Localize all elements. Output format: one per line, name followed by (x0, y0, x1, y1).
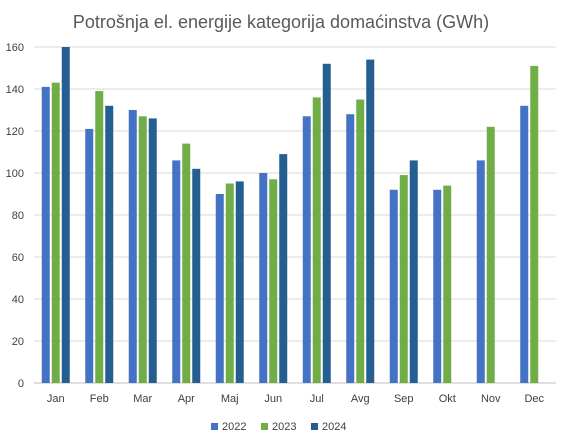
bar-2023-dec (530, 65, 539, 384)
bar-2023-feb (95, 91, 104, 383)
legend: 2022 2023 2024 (211, 421, 346, 433)
bar-2022-jul (302, 116, 311, 384)
bar-2024-sep (409, 160, 418, 383)
bar-2022-dec (520, 105, 529, 384)
bar-2024-feb (105, 105, 114, 384)
x-tick-label: Sep (394, 393, 414, 405)
legend-swatch-2024 (311, 423, 318, 430)
bar-2023-nov (486, 126, 495, 384)
y-tick-label: 120 (6, 126, 24, 138)
legend-swatch-2023 (261, 423, 268, 430)
bar-2023-avg (356, 99, 365, 383)
bar-2024-avg (366, 59, 375, 383)
x-tick-label: Mar (133, 393, 152, 405)
bar-2022-jun (259, 173, 268, 383)
bar-2024-apr (192, 168, 201, 383)
y-tick-label: 0 (18, 378, 24, 390)
bar-2024-mar (148, 118, 157, 384)
y-tick-label: 160 (6, 42, 24, 54)
x-tick-label: Jan (47, 393, 65, 405)
y-tick-label: 20 (12, 336, 24, 348)
bar-2022-apr (172, 160, 181, 383)
x-tick-label: Nov (481, 393, 501, 405)
bar-2022-avg (346, 114, 355, 383)
legend-label-2023: 2023 (272, 421, 296, 433)
y-tick-label: 40 (12, 294, 24, 306)
y-tick-label: 140 (6, 84, 24, 96)
y-tick-label: 60 (12, 252, 24, 264)
legend-label-2024: 2024 (322, 421, 346, 433)
bar-2024-jun (279, 154, 288, 383)
y-tick-label: 80 (12, 210, 24, 222)
bar-2023-jun (269, 179, 278, 383)
x-tick-label: Jun (264, 393, 282, 405)
bar-2023-mar (138, 116, 147, 384)
bar-2024-maj (235, 181, 244, 383)
bar-2023-jan (51, 82, 60, 383)
bar-2023-okt (443, 185, 452, 383)
y-axis-tick-labels: 0 20 40 60 80 100 120 140 160 (6, 42, 24, 390)
bar-2022-maj (215, 194, 224, 383)
x-tick-label: Okt (439, 393, 456, 405)
bar-2022-feb (85, 128, 94, 383)
legend-swatch-2022 (211, 423, 218, 430)
x-tick-label: Avg (351, 393, 370, 405)
bar-2022-nov (476, 160, 485, 383)
bar-2023-apr (182, 143, 191, 383)
bar-2024-jan (61, 47, 70, 383)
bar-2023-jul (312, 97, 321, 384)
bar-2022-okt (433, 189, 442, 383)
x-tick-label: Jul (310, 393, 324, 405)
grid-lines (34, 46, 556, 384)
legend-label-2022: 2022 (222, 421, 246, 433)
x-tick-label: Maj (221, 393, 239, 405)
bar-2024-jul (322, 63, 331, 384)
x-tick-label: Apr (178, 393, 195, 405)
bars (41, 47, 539, 384)
bar-2023-sep (399, 175, 408, 383)
x-tick-label: Dec (524, 393, 544, 405)
chart-title: Potrošnja el. energije kategorija domaći… (73, 12, 489, 32)
x-tick-label: Feb (90, 393, 109, 405)
bar-2022-sep (389, 189, 398, 383)
bar-2022-jan (41, 86, 50, 384)
bar-2022-mar (128, 110, 137, 383)
bar-2023-maj (225, 183, 234, 383)
y-tick-label: 100 (6, 168, 24, 180)
x-axis-tick-labels: Jan Feb Mar Apr Maj Jun Jul Avg Sep Okt Nov Dec (47, 393, 545, 405)
